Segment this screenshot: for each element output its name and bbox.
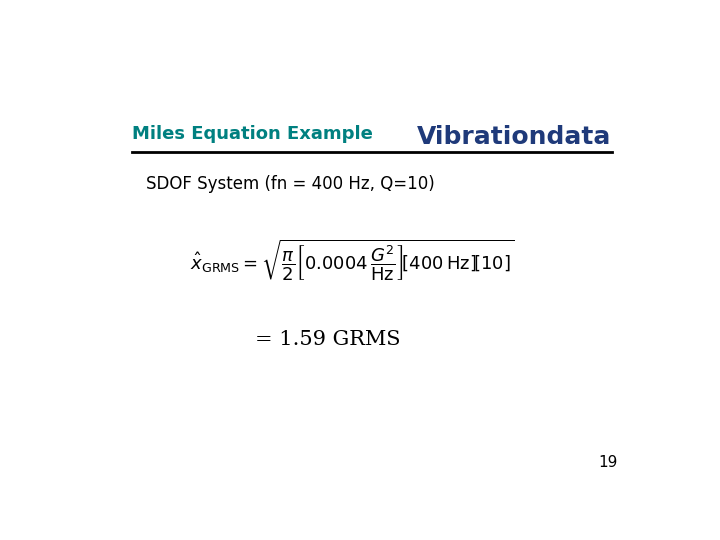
Text: Vibrationdata: Vibrationdata [418, 125, 612, 149]
Text: = 1.59 GRMS: = 1.59 GRMS [255, 330, 400, 349]
Text: SDOF System (fn = 400 Hz, Q=10): SDOF System (fn = 400 Hz, Q=10) [145, 175, 435, 193]
Text: $\hat{x}_{\rm GRMS} = \sqrt{\dfrac{\pi}{2}\left[0.0004\,\dfrac{G^{2}}{\rm Hz}\ri: $\hat{x}_{\rm GRMS} = \sqrt{\dfrac{\pi}{… [190, 238, 515, 283]
Text: Miles Equation Example: Miles Equation Example [132, 125, 373, 143]
Text: 19: 19 [598, 455, 617, 470]
